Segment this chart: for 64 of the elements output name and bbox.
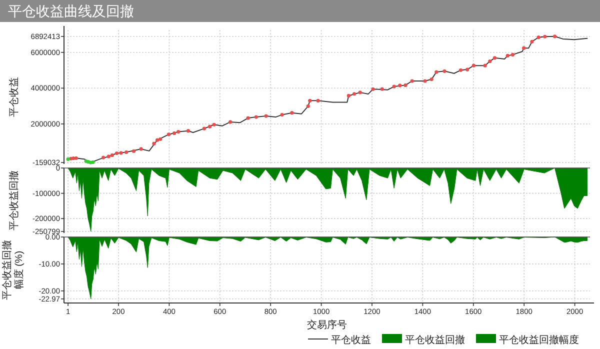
point xyxy=(358,90,362,94)
point xyxy=(423,79,427,83)
point xyxy=(280,113,284,117)
point xyxy=(522,46,526,50)
point xyxy=(166,132,170,136)
point xyxy=(246,116,250,120)
point xyxy=(228,120,232,124)
point xyxy=(172,131,176,136)
point xyxy=(74,156,78,160)
point xyxy=(91,160,95,164)
point xyxy=(119,151,123,155)
point xyxy=(264,114,268,118)
point xyxy=(346,94,350,98)
point xyxy=(106,154,110,158)
point xyxy=(492,56,496,60)
point xyxy=(208,124,212,128)
point xyxy=(254,115,258,119)
point xyxy=(434,70,438,74)
point xyxy=(398,84,402,88)
point xyxy=(442,69,446,73)
point xyxy=(543,34,547,38)
point xyxy=(483,64,487,68)
point xyxy=(139,147,143,151)
point xyxy=(186,129,190,133)
x-axis-title: 交易序号 xyxy=(307,319,347,331)
point xyxy=(212,122,216,126)
point xyxy=(472,64,476,68)
y-axis-title: 平仓收益 xyxy=(8,77,20,117)
point xyxy=(316,98,320,102)
point xyxy=(404,83,408,87)
point xyxy=(392,84,396,88)
y-axis-title: 平仓收益回撤幅度 (%) xyxy=(1,240,25,300)
point xyxy=(510,52,514,56)
point xyxy=(506,54,510,58)
point xyxy=(466,68,470,72)
point xyxy=(176,130,180,134)
point xyxy=(536,36,540,40)
point xyxy=(380,87,384,91)
point xyxy=(110,153,114,158)
point xyxy=(101,156,106,160)
text: 平仓收益回撤幅度 xyxy=(499,335,579,346)
point xyxy=(552,34,557,38)
point xyxy=(371,87,375,91)
chart-title: 平仓收益曲线及回撤 xyxy=(8,4,134,20)
point xyxy=(202,126,206,130)
legend-label: 平仓收益回撤 xyxy=(405,334,465,346)
point xyxy=(155,138,160,142)
point xyxy=(530,40,534,44)
point xyxy=(158,137,162,141)
point xyxy=(66,157,70,161)
y-axis-title: 平仓收益回撤 xyxy=(8,170,20,230)
point xyxy=(430,77,434,82)
point xyxy=(410,79,414,83)
legend-label: 平仓收益 xyxy=(331,334,371,346)
point xyxy=(152,142,156,146)
point xyxy=(352,92,356,96)
point xyxy=(308,98,312,102)
point xyxy=(124,150,128,154)
point xyxy=(458,68,463,72)
point xyxy=(306,104,310,108)
point xyxy=(488,60,492,64)
point xyxy=(290,111,294,115)
point xyxy=(114,151,119,156)
point xyxy=(132,149,136,153)
